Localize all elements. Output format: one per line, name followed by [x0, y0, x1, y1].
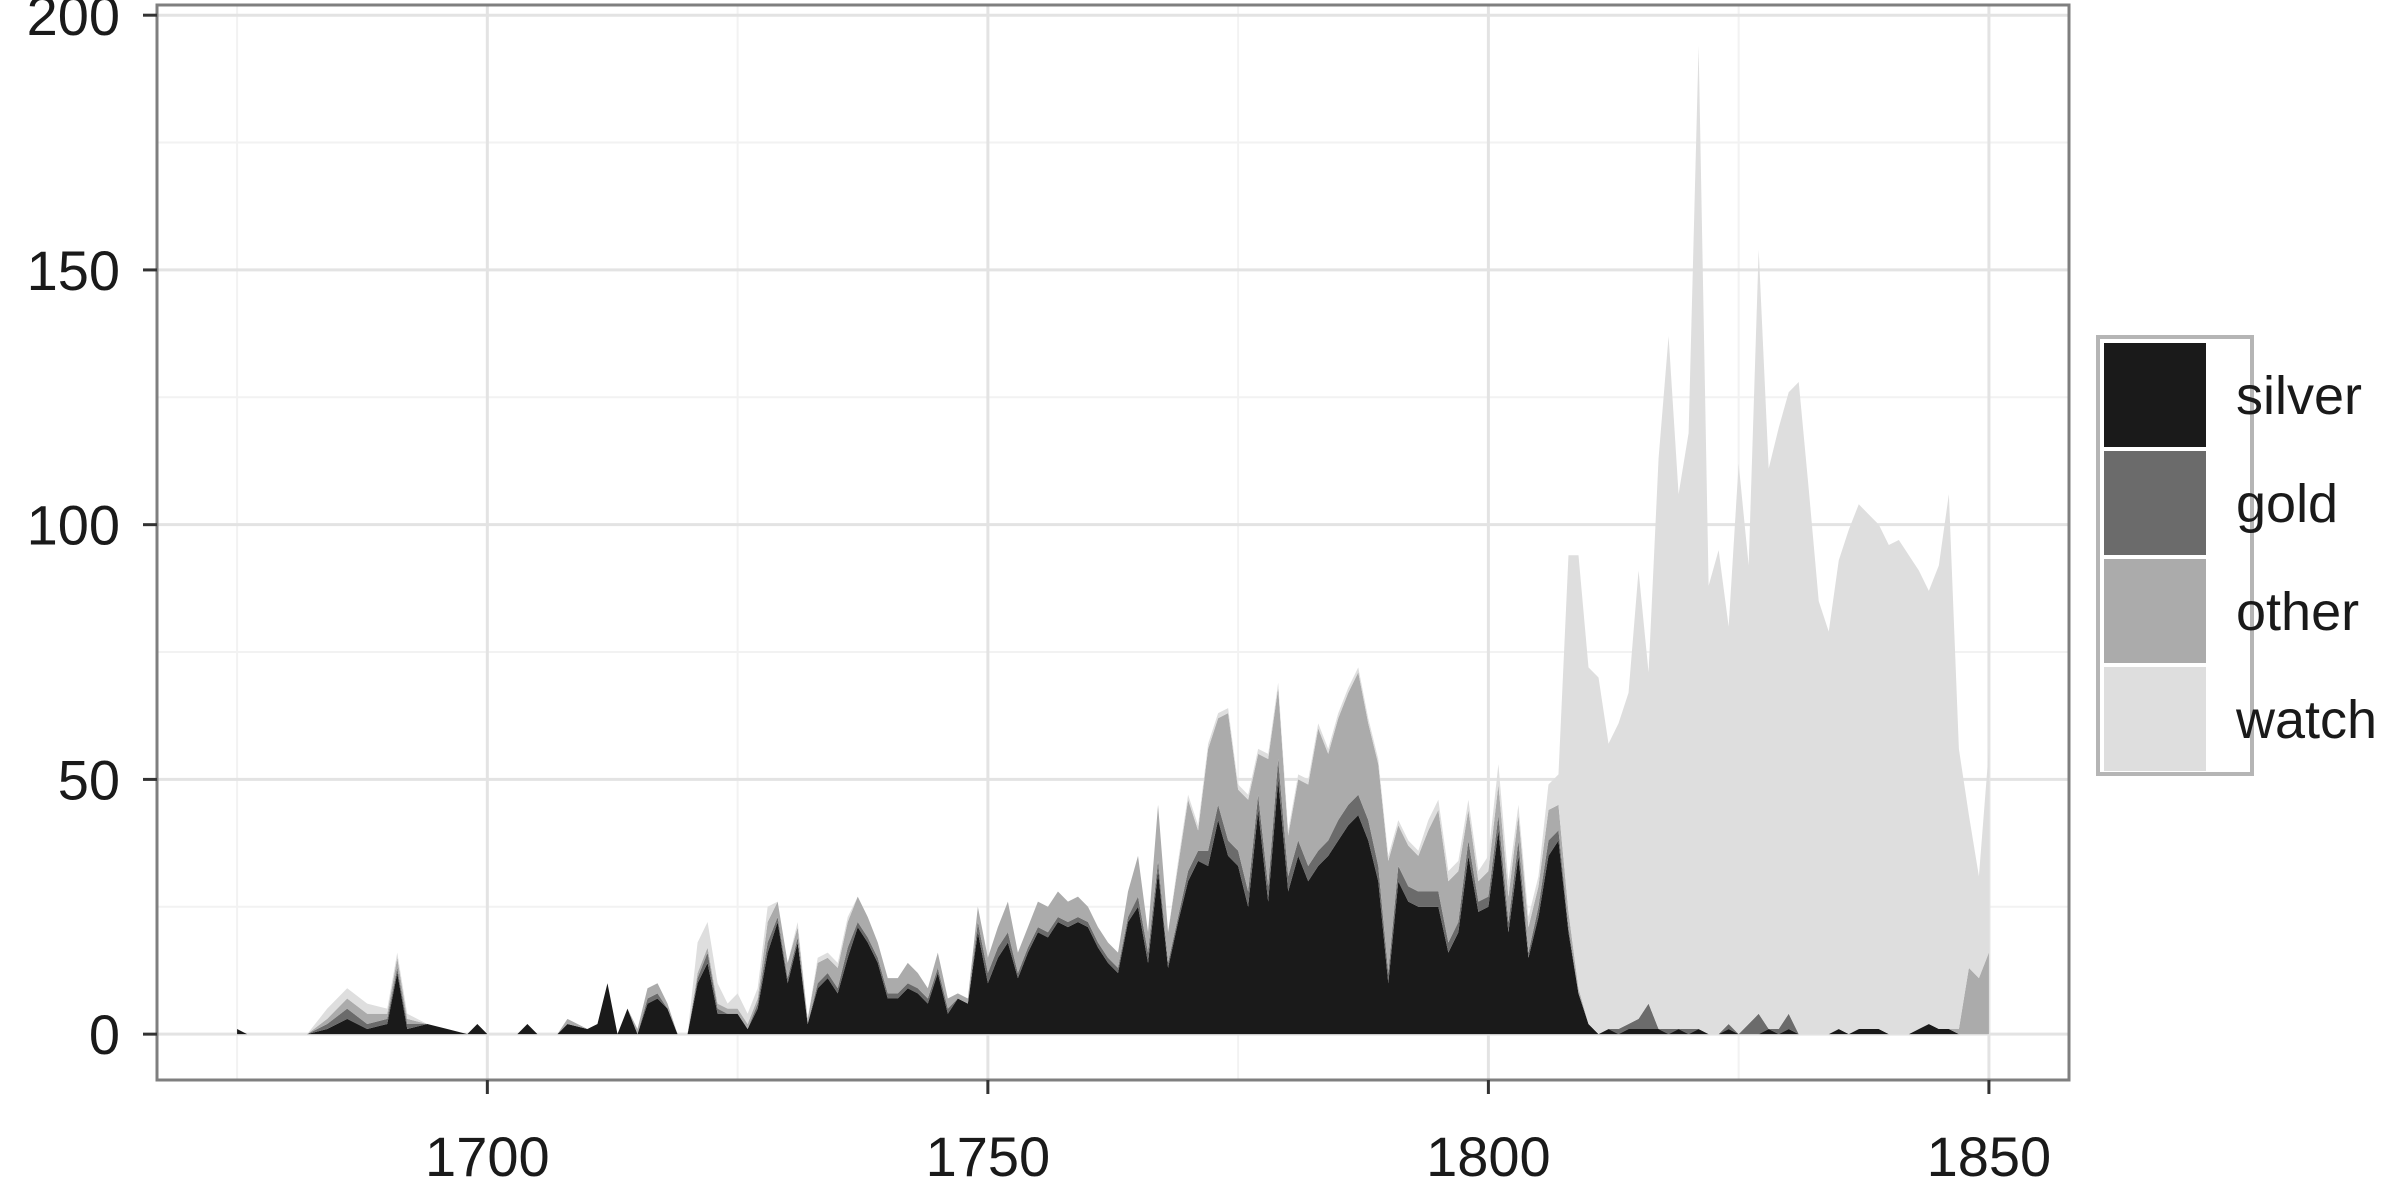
y-tick-label: 150	[27, 239, 120, 302]
x-tick-label: 1850	[1927, 1125, 2052, 1183]
x-tick-label: 1750	[926, 1125, 1051, 1183]
y-tick-label: 0	[89, 1003, 120, 1066]
x-axis: 1700 1750 1800 1850	[425, 1080, 2051, 1183]
legend-label-gold: gold	[2236, 474, 2338, 534]
y-tick-label: 100	[27, 494, 120, 557]
y-tick-label: 50	[58, 748, 120, 811]
area-series-silver	[237, 779, 1989, 1035]
legend-label-silver: silver	[2236, 366, 2362, 426]
legend-label-watch: watch	[2235, 690, 2377, 750]
area-series-watch	[237, 45, 1989, 1035]
legend-key-gold	[2104, 451, 2206, 555]
x-tick-label: 1700	[425, 1125, 550, 1183]
y-tick-label: 200	[27, 0, 120, 47]
panel-border	[155, 3, 2071, 1082]
legend-label-other: other	[2236, 582, 2359, 642]
y-axis: 0 50 100 150 200	[27, 0, 157, 1066]
area-series-group	[237, 45, 1989, 1035]
legend-key-watch	[2104, 667, 2206, 771]
legend-key-silver	[2104, 343, 2206, 447]
legend: silver gold other watch	[2096, 335, 2377, 776]
legend-key-other	[2104, 559, 2206, 663]
x-tick-label: 1800	[1426, 1125, 1551, 1183]
area-series-other	[237, 672, 1989, 1035]
